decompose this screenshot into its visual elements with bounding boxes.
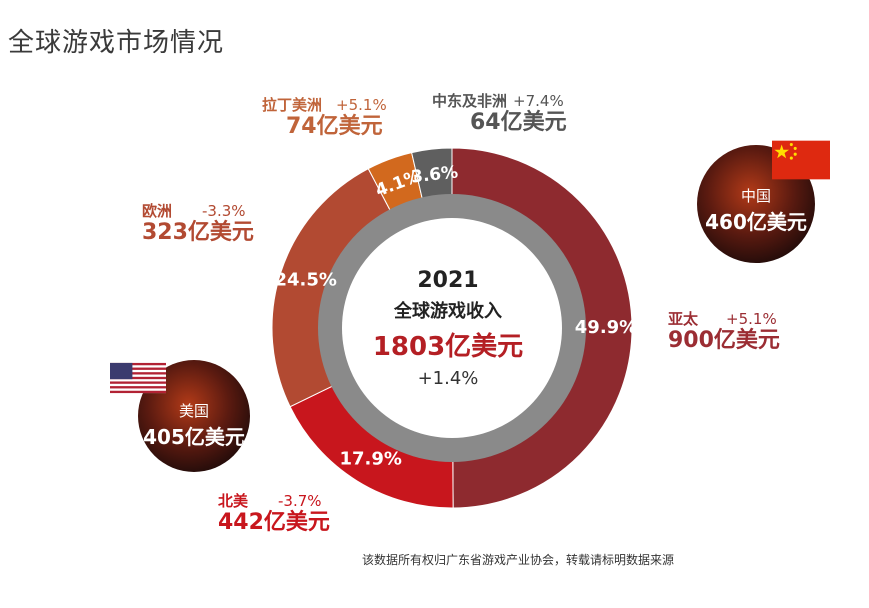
region-na-change: -3.7%: [278, 492, 322, 510]
region-mea-name: 中东及非洲: [432, 92, 508, 110]
center-growth: +1.4%: [417, 368, 479, 389]
region-apac-change: +5.1%: [726, 310, 777, 328]
center-disc: [342, 218, 562, 438]
region-europe-change: -3.3%: [202, 202, 246, 220]
region-mea-change: +7.4%: [513, 92, 564, 110]
region-mea: 中东及非洲 +7.4% 64亿美元: [432, 90, 567, 135]
region-latam-name: 拉丁美洲: [262, 96, 323, 114]
region-latam: 拉丁美洲 +5.1% 74亿美元: [262, 94, 387, 139]
slice-label-na: 17.9%: [339, 448, 401, 469]
usa-bubble-value: 405亿美元: [143, 425, 245, 449]
source-note: 该数据所有权归广东省游戏产业协会，转载请标明数据来源: [362, 553, 675, 567]
region-europe-name: 欧洲: [142, 202, 173, 220]
region-apac-value: 900亿美元: [668, 328, 780, 353]
china-flag-icon: [772, 140, 830, 180]
region-latam-change: +5.1%: [336, 96, 387, 114]
center-label: 全球游戏收入: [394, 301, 502, 322]
region-apac-name: 亚太: [668, 310, 699, 328]
usa-bubble-name: 美国: [178, 402, 209, 420]
region-latam-value: 74亿美元: [286, 114, 383, 139]
region-europe-value: 323亿美元: [142, 220, 254, 245]
region-mea-value: 64亿美元: [470, 110, 567, 135]
us-flag-icon: [110, 362, 166, 394]
region-europe: 欧洲 -3.3% 323亿美元: [142, 200, 254, 245]
slice-label-apac: 49.9%: [575, 317, 637, 338]
china-bubble-value: 460亿美元: [705, 210, 807, 234]
center-year: 2021: [417, 268, 479, 293]
china-bubble-name: 中国: [740, 187, 771, 205]
region-na-name: 北美: [218, 492, 249, 510]
region-na: 北美 -3.7% 442亿美元: [218, 490, 330, 535]
region-na-value: 442亿美元: [218, 510, 330, 535]
region-apac: 亚太 +5.1% 900亿美元: [668, 308, 780, 353]
slice-label-europe: 24.5%: [274, 269, 336, 290]
page-title: 全球游戏市场情况: [8, 28, 225, 58]
center-total: 1803亿美元: [372, 332, 524, 362]
